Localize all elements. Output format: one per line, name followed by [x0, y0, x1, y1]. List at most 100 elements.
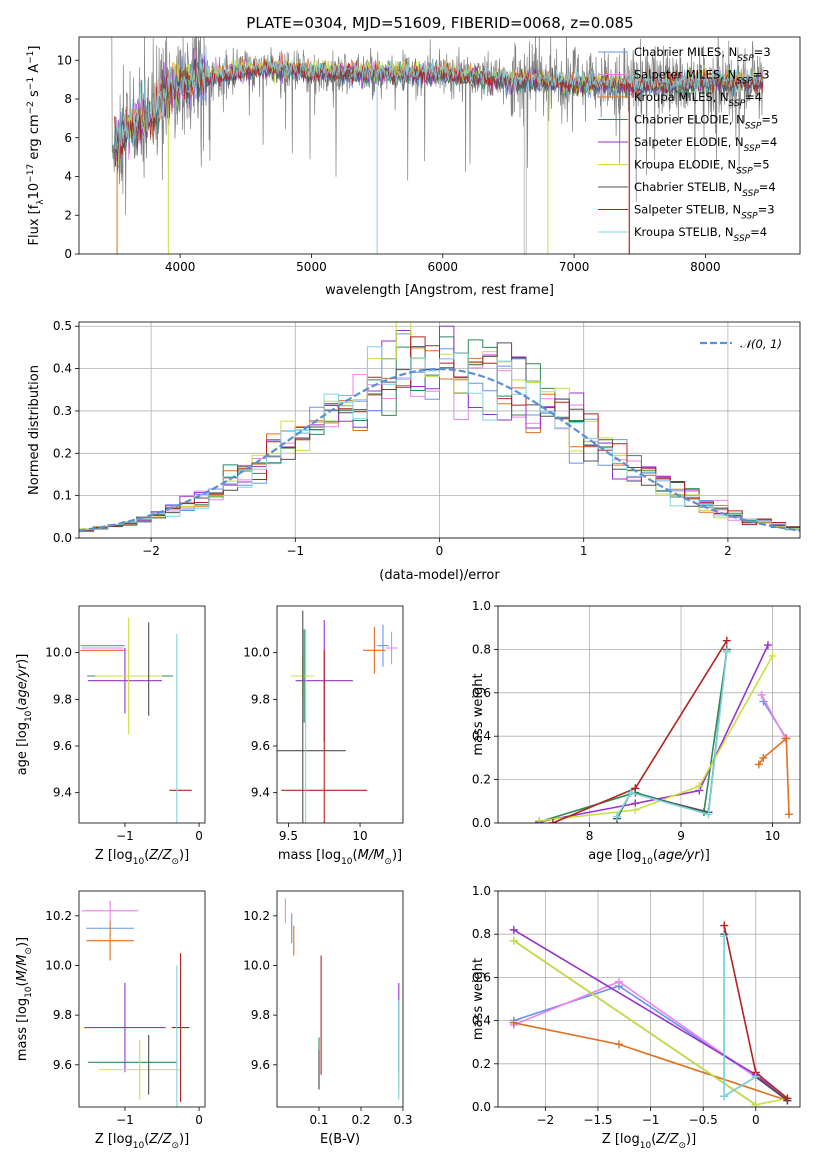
plot-area — [79, 322, 800, 533]
x-tick-label: 0 — [752, 1113, 760, 1127]
model-spectrum-kroupa-stelib — [114, 44, 764, 151]
x-tick-label: 9 — [677, 829, 685, 843]
y-axis-label: age [log10(age/yr)] — [15, 654, 34, 776]
axes-frame — [497, 605, 801, 824]
axes-frame — [276, 605, 404, 824]
x-tick-label: −1.5 — [583, 1113, 612, 1127]
legend-entry: Salpeter MILES, NSSP=3 — [634, 68, 770, 87]
x-axis-label: Z [log10(Z/Z⊙)] — [95, 848, 189, 867]
x-tick-label: 0.2 — [351, 1113, 370, 1127]
weight-marker — [785, 810, 794, 819]
x-axis-label: age [log10(age/yr)] — [588, 848, 710, 867]
y-tick-label: 0.3 — [53, 404, 72, 418]
x-tick-label: 4000 — [165, 260, 196, 274]
y-tick-label: 0.4 — [472, 1014, 491, 1028]
plot-area — [509, 921, 792, 1107]
weight-line — [538, 651, 728, 823]
x-axis-label: wavelength [Angstrom, rest frame] — [325, 283, 554, 298]
y-tick-label: 9.8 — [53, 1008, 72, 1022]
age-vs-Z-axes: −1 0 9.4 9.6 9.8 10.0 Z [log10(Z/Z⊙)] age [log1… — [15, 605, 206, 867]
weight-marker — [631, 805, 640, 814]
y-tick-label: 0.6 — [472, 686, 491, 700]
x-axis-label: Z [log10(Z/Z⊙)] — [95, 1132, 189, 1151]
weight-marker — [720, 932, 729, 941]
weight-marker — [535, 816, 544, 823]
weight-line — [760, 694, 787, 739]
weight-marker — [763, 641, 772, 650]
y-tick-label: 0.0 — [472, 816, 491, 830]
x-axis-label: Z [log10(Z/Z⊙)] — [602, 1132, 696, 1151]
x-tick-label: 0 — [436, 544, 444, 558]
y-axis-label: mass [log10(M/M⊙)] — [15, 937, 34, 1061]
mass-vs-EBV-axes: 0.1 0.2 0.3 9.6 9.8 10.0 10.2 E(B-V) — [243, 890, 413, 1147]
x-tick-label: 0 — [195, 829, 203, 843]
x-tick-label: 2 — [724, 544, 732, 558]
y-tick-label: 0.2 — [53, 446, 72, 460]
spectrum-axes: 4000 5000 6000 7000 8000 0 2 4 6 8 10 wavelength [A… — [26, 36, 801, 298]
weight-line — [539, 655, 774, 822]
weight-marker — [509, 1018, 518, 1027]
weight-marker — [548, 819, 557, 823]
y-tick-label: 0.6 — [472, 970, 491, 984]
weight-marker — [782, 734, 791, 743]
x-tick-label: 6000 — [428, 260, 459, 274]
legend-entry: Salpeter ELODIE, NSSP=4 — [634, 135, 777, 154]
y-tick-label: 6 — [64, 131, 72, 145]
weight-marker — [722, 647, 731, 656]
y-tick-label: 10.0 — [45, 958, 72, 972]
y-axis-label: Flux [fλ10−17 erg cm−2 s−1 A−1] — [26, 46, 46, 246]
y-tick-label: 0.5 — [53, 319, 72, 333]
legend-entry: Chabrier MILES, NSSP=3 — [634, 45, 771, 64]
plot-area — [111, 37, 764, 254]
weight-marker — [615, 977, 624, 986]
weight-marker — [704, 810, 713, 819]
y-tick-label: 0.1 — [53, 489, 72, 503]
x-tick-label: 8 — [586, 829, 594, 843]
axes-frame — [497, 890, 801, 1108]
x-tick-label: −0.5 — [689, 1113, 718, 1127]
legend-entry: Kroupa MILES, NSSP=4 — [634, 90, 762, 109]
x-axis-label: mass [log10(M/M⊙)] — [278, 848, 402, 867]
errorbar-point — [99, 1039, 181, 1100]
x-tick-label: 0 — [195, 1113, 203, 1127]
weight-marker — [720, 1092, 729, 1101]
weight-marker — [631, 784, 640, 793]
mass-weight-vs-Z-axes: −2 −1.5 −1 −0.5 0 0.0 0.2 0.4 0.6 0.8 1.0 Z [log10(… — [471, 884, 801, 1151]
x-tick-label: −1 — [286, 544, 304, 558]
y-tick-label: 10.0 — [243, 958, 270, 972]
weight-marker — [757, 690, 766, 699]
x-tick-label: −1 — [116, 1113, 134, 1127]
plot-area — [80, 617, 192, 823]
weight-marker — [722, 636, 731, 645]
y-tick-label: 0.2 — [472, 1057, 491, 1071]
y-tick-label: 8 — [64, 92, 72, 106]
model-spectrum-salpeter-stelib — [114, 55, 764, 160]
y-axis-label: Normed distribution — [27, 365, 42, 495]
y-tick-label: 0.0 — [472, 1100, 491, 1114]
plot-area — [284, 898, 400, 1100]
histogram-salpeter-stelib — [79, 336, 800, 531]
weight-marker — [509, 925, 518, 934]
legend-entry: Kroupa ELODIE, NSSP=5 — [634, 158, 770, 177]
y-tick-label: 0.8 — [472, 927, 491, 941]
weight-marker — [612, 812, 621, 821]
x-tick-label: 1 — [580, 544, 588, 558]
y-tick-label: 9.8 — [53, 692, 72, 706]
weight-marker — [751, 1072, 760, 1081]
x-tick-label: 5000 — [296, 260, 327, 274]
mass-weight-vs-age-axes: 8 9 10 0.0 0.2 0.4 0.6 0.8 1.0 age [log10(age/yr)… — [471, 599, 801, 867]
weight-marker — [783, 1094, 792, 1103]
y-tick-label: 10.2 — [243, 909, 270, 923]
weight-line — [539, 644, 769, 823]
y-tick-label: 4 — [64, 170, 72, 184]
y-tick-label: 2 — [64, 208, 72, 222]
weight-marker — [751, 1100, 760, 1107]
errorbar-point — [95, 617, 163, 735]
y-tick-label: 10.2 — [45, 909, 72, 923]
errorbar-point — [171, 953, 190, 1103]
y-tick-label: 9.6 — [53, 739, 72, 753]
y-tick-label: 9.6 — [251, 1058, 270, 1072]
legend-entry: Chabrier ELODIE, NSSP=5 — [634, 113, 778, 132]
x-tick-label: −1 — [642, 1113, 660, 1127]
